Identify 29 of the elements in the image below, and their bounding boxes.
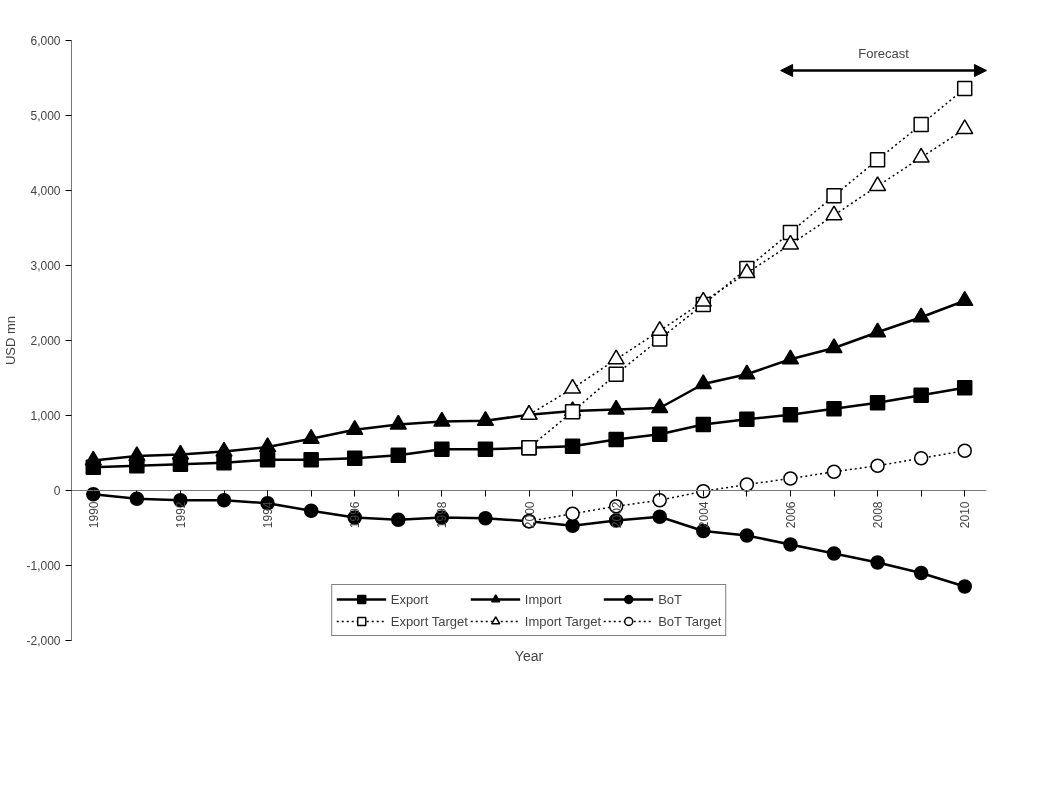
y-tick-label: 2,000	[30, 334, 61, 348]
x-tick-label: 2008	[871, 501, 886, 529]
legend-label: BoT Target	[658, 613, 722, 629]
legend-label: BoT	[658, 591, 683, 607]
y-tick-label: 4,000	[30, 184, 61, 198]
legend-label: Import	[524, 591, 562, 607]
x-tick-label: 2010	[958, 501, 973, 529]
x-tick-label: 1996	[348, 501, 363, 529]
x-axis-title: Year	[514, 647, 544, 664]
x-tick-label: 1992	[173, 501, 188, 529]
x-tick-label: 1994	[261, 501, 276, 529]
legend-label: Export	[390, 591, 429, 607]
x-tick-label: 1990	[86, 501, 101, 529]
x-tick-label: 2000	[522, 501, 537, 529]
legend-label: Import Target	[524, 613, 602, 629]
y-tick-label: -1,000	[26, 559, 61, 573]
y-axis-title: USD mn	[3, 315, 19, 366]
x-tick-label: 2002	[609, 501, 624, 529]
y-tick-label: 0	[53, 484, 61, 498]
annotation: Forecast	[858, 45, 910, 61]
x-tick-label: 1998	[435, 501, 450, 529]
x-tick-label: 2004	[696, 501, 711, 529]
y-tick-label: -2,000	[26, 634, 61, 648]
legend-label: Export Target	[390, 613, 468, 629]
y-tick-label: 5,000	[30, 109, 61, 123]
y-tick-label: 6,000	[30, 34, 61, 48]
x-tick-label: 2006	[783, 501, 798, 529]
y-tick-label: 3,000	[30, 259, 61, 273]
y-tick-label: 1,000	[30, 409, 61, 423]
